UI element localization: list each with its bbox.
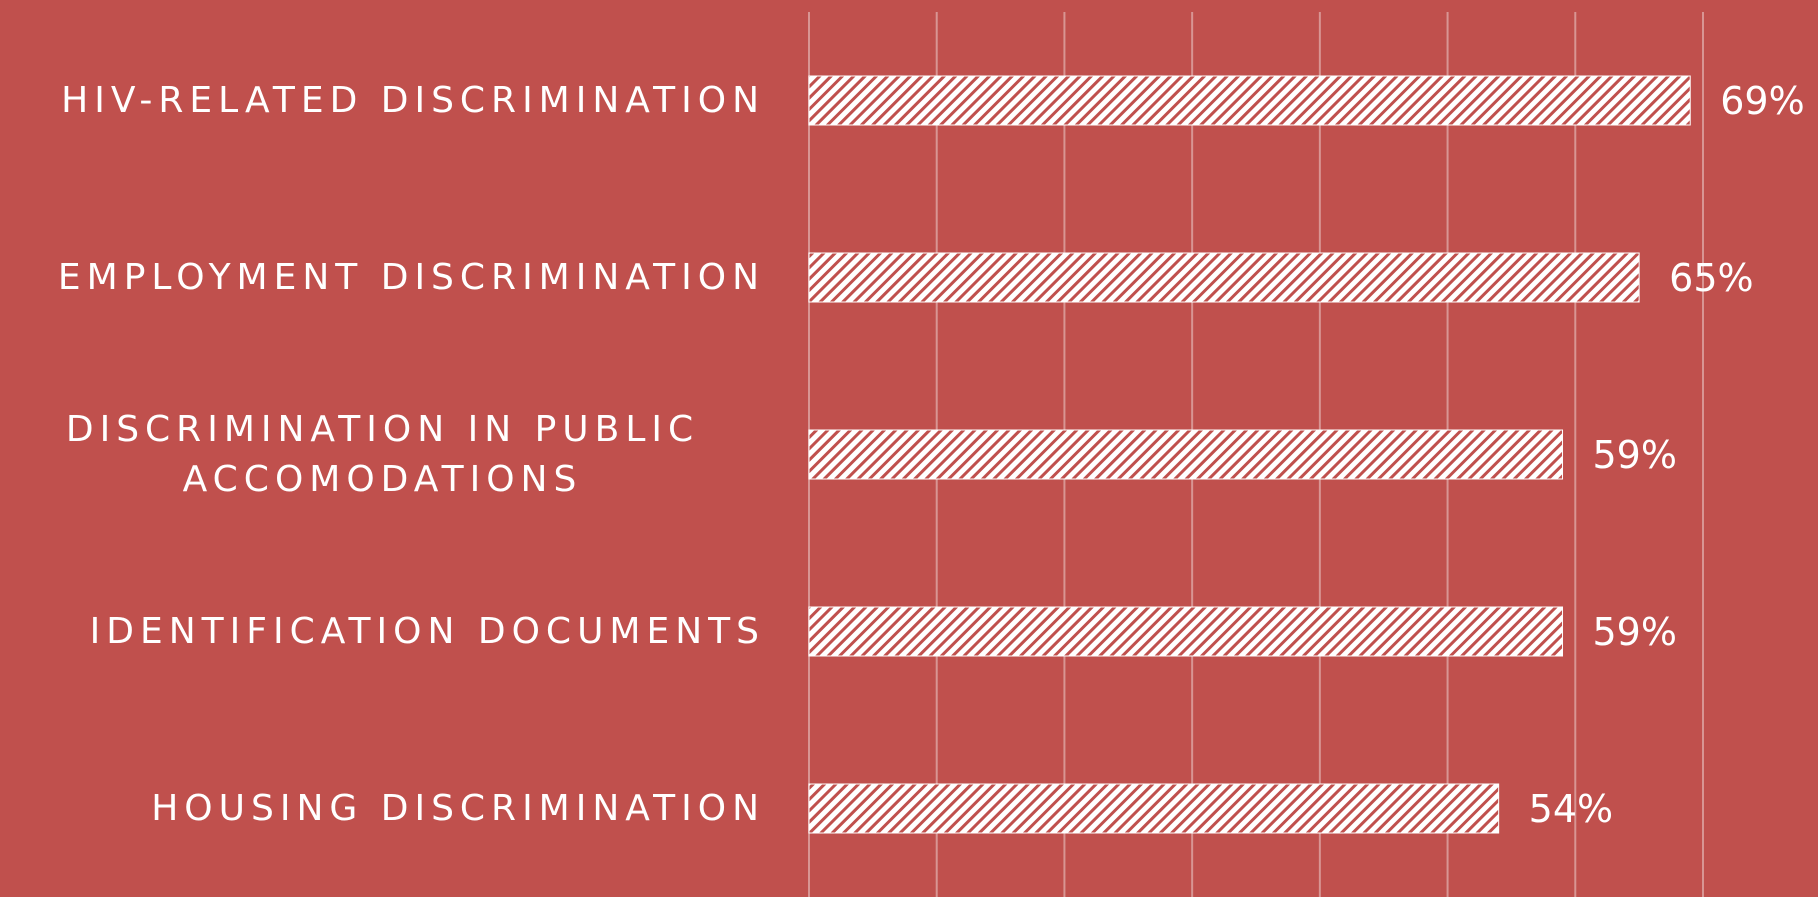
bar <box>808 252 1640 303</box>
category-label-box: HIV-RELATED DISCRIMINATION <box>0 76 765 126</box>
value-label: 69% <box>1720 78 1805 123</box>
category-label-box: EMPLOYMENT DISCRIMINATION <box>0 253 765 303</box>
category-label-box: HOUSING DISCRIMINATION <box>0 784 765 834</box>
bar <box>808 783 1500 834</box>
category-label-box: DISCRIMINATION IN PUBLIC ACCOMODATIONS <box>0 405 765 505</box>
value-label: 59% <box>1592 432 1677 477</box>
bar <box>808 75 1691 126</box>
category-label: EMPLOYMENT DISCRIMINATION <box>57 256 765 298</box>
value-label: 65% <box>1669 255 1754 300</box>
value-label: 54% <box>1528 786 1614 831</box>
category-label: DISCRIMINATION IN PUBLIC ACCOMODATIONS <box>65 408 700 500</box>
category-label: HOUSING DISCRIMINATION <box>151 787 765 829</box>
value-label: 59% <box>1592 609 1677 654</box>
category-label: IDENTIFICATION DOCUMENTS <box>89 610 765 652</box>
category-label-box: IDENTIFICATION DOCUMENTS <box>0 607 765 657</box>
category-label: HIV-RELATED DISCRIMINATION <box>61 79 765 121</box>
bar <box>808 606 1564 657</box>
bar <box>808 429 1564 480</box>
